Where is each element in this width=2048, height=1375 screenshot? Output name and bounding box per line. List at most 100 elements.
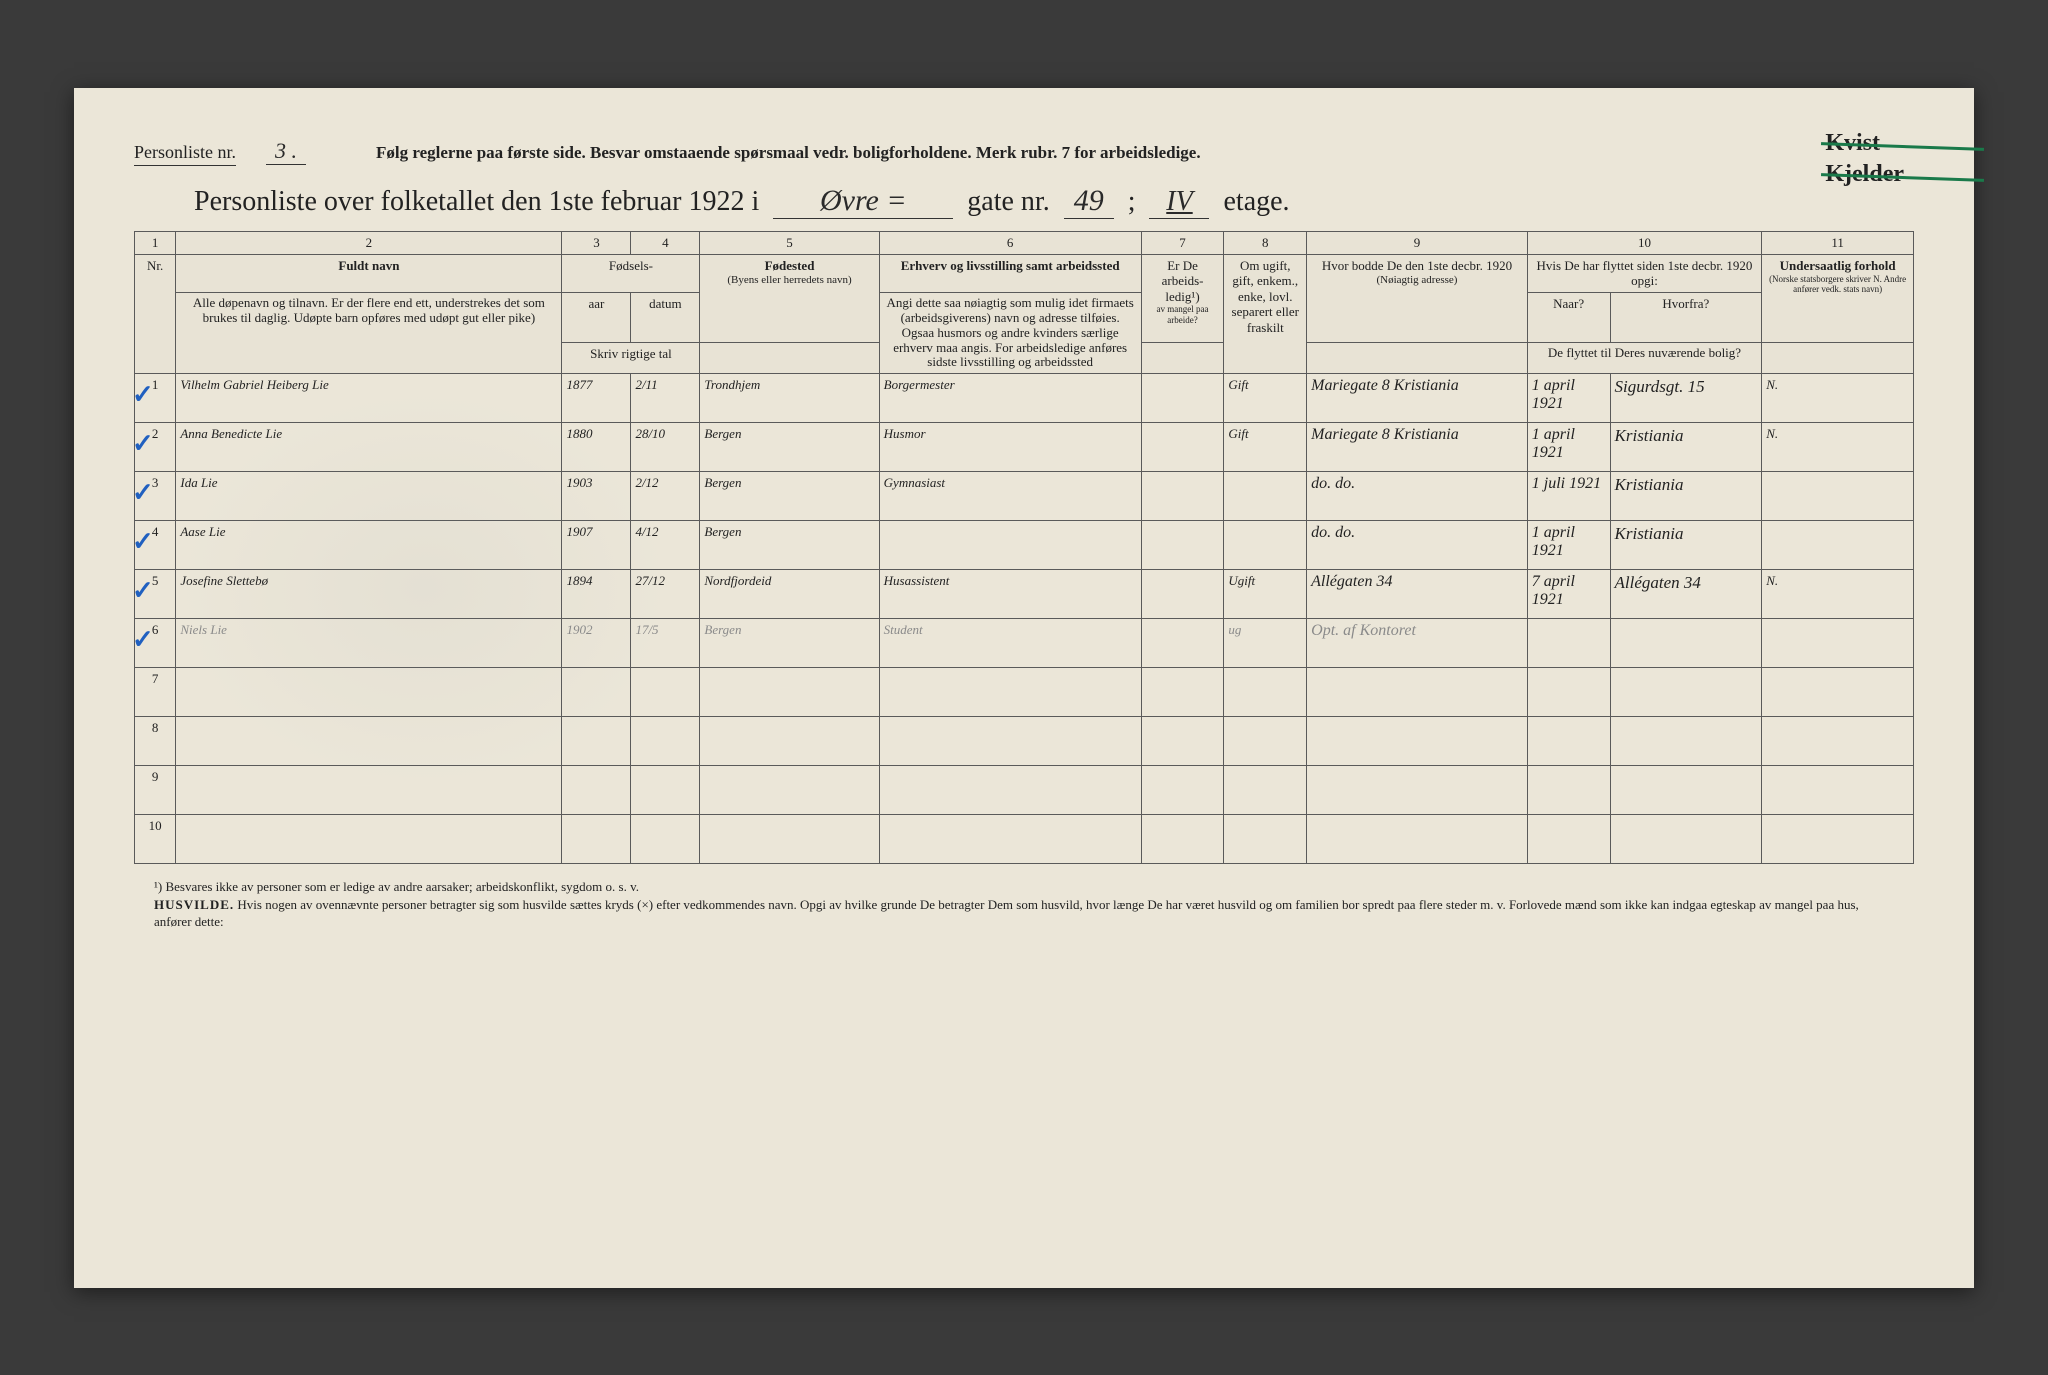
cell-ledig xyxy=(1141,570,1224,619)
cell-hvorfra xyxy=(1610,619,1762,668)
cell-aar: 1903 xyxy=(562,472,631,521)
cell-datum: 27/12 xyxy=(631,570,700,619)
colnum-8: 8 xyxy=(1224,231,1307,254)
head-aar: aar xyxy=(562,292,631,342)
etage-label: etage. xyxy=(1223,186,1289,218)
head-skriv: Skriv rigtige tal xyxy=(562,343,700,374)
cell-empty xyxy=(1224,815,1307,864)
row-number: 7 xyxy=(135,668,176,717)
cell-empty xyxy=(1224,717,1307,766)
cell-naar: 7 april 1921 xyxy=(1527,570,1610,619)
cell-datum: 4/12 xyxy=(631,521,700,570)
colnum-7: 7 xyxy=(1141,231,1224,254)
cell-ledig xyxy=(1141,423,1224,472)
cell-empty xyxy=(1307,717,1528,766)
cell-navn: Vilhelm Gabriel Heiberg Lie xyxy=(176,374,562,423)
cell-empty xyxy=(1224,766,1307,815)
cell-erhverv: Gymnasiast xyxy=(879,472,1141,521)
table-row: 4Aase Lie19074/12Bergendo. do.1 april 19… xyxy=(135,521,1914,570)
cell-navn: Aase Lie xyxy=(176,521,562,570)
cell-datum: 2/11 xyxy=(631,374,700,423)
cell-empty xyxy=(700,815,879,864)
cell-hvorfra: Kristiania xyxy=(1610,423,1762,472)
head-fodested: Fødested(Byens eller herredets navn) xyxy=(700,254,879,343)
gate-nr: 49 xyxy=(1064,184,1114,219)
row-number: 10 xyxy=(135,815,176,864)
cell-bodde: do. do. xyxy=(1307,472,1528,521)
table-row: 3Ida Lie19032/12BergenGymnasiastdo. do.1… xyxy=(135,472,1914,521)
cell-empty xyxy=(176,766,562,815)
colnum-2: 2 xyxy=(176,231,562,254)
colnum-9: 9 xyxy=(1307,231,1528,254)
row-number: 9 xyxy=(135,766,176,815)
cell-empty xyxy=(562,668,631,717)
head-naar: Naar? xyxy=(1527,292,1610,342)
cell-navn: Ida Lie xyxy=(176,472,562,521)
cell-bodde: Mariegate 8 Kristiania xyxy=(1307,423,1528,472)
cell-empty xyxy=(1610,717,1762,766)
cell-empty xyxy=(1762,815,1914,864)
head-flyttet: Hvis De har flyttet siden 1ste decbr. 19… xyxy=(1527,254,1761,292)
cell-empty xyxy=(1527,766,1610,815)
colnum-4: 4 xyxy=(631,231,700,254)
cell-fodested: Trondhjem xyxy=(700,374,879,423)
colnum-6: 6 xyxy=(879,231,1141,254)
head-sivil: Om ugift, gift, enkem., enke, lovl. sepa… xyxy=(1224,254,1307,374)
cell-erhverv: Husmor xyxy=(879,423,1141,472)
cell-naar: 1 april 1921 xyxy=(1527,423,1610,472)
cell-empty xyxy=(176,717,562,766)
colnum-1: 1 xyxy=(135,231,176,254)
cell-erhverv: Borgermester xyxy=(879,374,1141,423)
cell-fodested: Bergen xyxy=(700,472,879,521)
title-row: Personliste over folketallet den 1ste fe… xyxy=(134,184,1914,219)
cell-ledig xyxy=(1141,521,1224,570)
cell-empty xyxy=(1762,766,1914,815)
cell-empty xyxy=(631,766,700,815)
cell-naar: 1 april 1921 xyxy=(1527,521,1610,570)
table-row: 2Anna Benedicte Lie188028/10BergenHusmor… xyxy=(135,423,1914,472)
cell-datum: 17/5 xyxy=(631,619,700,668)
cell-forhold xyxy=(1762,472,1914,521)
table-row-empty: 10 xyxy=(135,815,1914,864)
cell-aar: 1877 xyxy=(562,374,631,423)
title-prefix: Personliste over folketallet den 1ste fe… xyxy=(194,186,759,218)
cell-empty xyxy=(1527,717,1610,766)
head-forhold: Undersaatlig forhold(Norske statsborgere… xyxy=(1762,254,1914,343)
header-row: Personliste nr. 3 . Følg reglerne paa fø… xyxy=(134,138,1914,166)
checkmark-icon: ✓ xyxy=(132,478,154,508)
cell-hvorfra: Kristiania xyxy=(1610,472,1762,521)
head-erhverv: Erhverv og livsstilling samt arbeidssted xyxy=(879,254,1141,292)
head-ledig: Er De arbeids-ledig¹)av mangel paa arbei… xyxy=(1141,254,1224,343)
footnotes: ¹) Besvares ikke av personer som er ledi… xyxy=(134,878,1914,931)
row-number: 8 xyxy=(135,717,176,766)
cell-sivil: Gift xyxy=(1224,374,1307,423)
cell-empty xyxy=(1610,815,1762,864)
cell-empty xyxy=(879,766,1141,815)
cell-empty xyxy=(176,668,562,717)
gate-label: gate nr. xyxy=(967,186,1049,218)
cell-hvorfra: Sigurdsgt. 15 xyxy=(1610,374,1762,423)
checkmark-icon: ✓ xyxy=(132,576,154,606)
cell-empty xyxy=(1307,668,1528,717)
cell-empty xyxy=(1527,668,1610,717)
footnote-1: ¹) Besvares ikke av personer som er ledi… xyxy=(154,878,1894,896)
cell-empty xyxy=(1762,717,1914,766)
head-fodsels: Fødsels- xyxy=(562,254,700,292)
kvist-label: Kvist xyxy=(1825,128,1904,159)
colnum-11: 11 xyxy=(1762,231,1914,254)
table-row-empty: 9 xyxy=(135,766,1914,815)
cell-hvorfra: Kristiania xyxy=(1610,521,1762,570)
cell-ledig xyxy=(1141,472,1224,521)
cell-fodested: Bergen xyxy=(700,619,879,668)
personliste-label: Personliste nr. xyxy=(134,142,236,166)
head-datum: datum xyxy=(631,292,700,342)
checkmark-icon: ✓ xyxy=(132,625,154,655)
cell-empty xyxy=(879,815,1141,864)
cell-datum: 2/12 xyxy=(631,472,700,521)
document-page: Kvist Kjelder Personliste nr. 3 . Følg r… xyxy=(74,88,1974,1288)
etage-nr: IV xyxy=(1149,186,1209,219)
cell-empty xyxy=(631,815,700,864)
head-navn-sub: Alle døpenavn og tilnavn. Er der flere e… xyxy=(176,292,562,374)
cell-empty xyxy=(1610,766,1762,815)
cell-aar: 1907 xyxy=(562,521,631,570)
